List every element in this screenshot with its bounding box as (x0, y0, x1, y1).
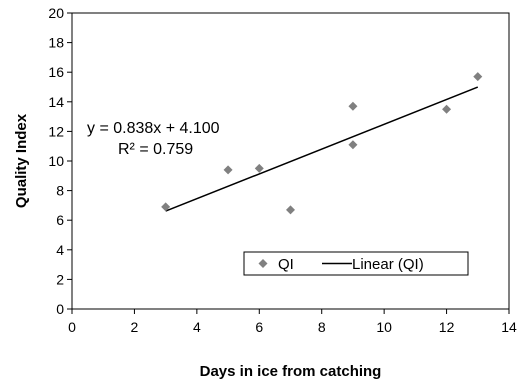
y-tick-label: 16 (48, 64, 64, 80)
y-tick-label: 18 (48, 35, 64, 51)
legend: QI Linear (QI) (243, 251, 469, 276)
x-tick-label: 14 (501, 319, 517, 335)
y-tick-label: 20 (48, 5, 64, 21)
y-axis-title: Quality Index (13, 113, 30, 208)
data-point (473, 72, 483, 82)
legend-marker-diamond-icon (258, 259, 268, 268)
x-tick-label: 10 (376, 319, 392, 335)
data-point (223, 165, 233, 175)
legend-label-linear: Linear (QI) (352, 256, 424, 273)
y-tick-label: 2 (56, 271, 64, 287)
y-axis: 0 2 4 6 8 10 12 14 16 18 20 (48, 5, 72, 317)
y-tick-label: 4 (56, 242, 64, 258)
trendline-r-squared: R² = 0.759 (118, 141, 193, 158)
y-tick-label: 8 (56, 183, 64, 199)
data-point (286, 205, 295, 215)
data-point (442, 104, 452, 114)
x-tick-label: 8 (318, 319, 326, 335)
legend-box (243, 251, 469, 276)
x-axis: 0 2 4 6 8 10 12 14 (68, 309, 517, 335)
x-tick-label: 4 (193, 319, 201, 335)
data-point (348, 140, 358, 150)
x-tick-label: 2 (131, 319, 139, 335)
x-tick-label: 6 (255, 319, 263, 335)
x-tick-label: 12 (439, 319, 455, 335)
trend-line (165, 86, 479, 212)
y-tick-label: 0 (56, 301, 64, 317)
data-point (348, 101, 358, 111)
y-tick-label: 6 (56, 212, 64, 228)
x-axis-title: Days in ice from catching (200, 363, 382, 380)
x-tick-label: 0 (68, 319, 76, 335)
data-points (161, 72, 483, 215)
legend-label-qi: QI (278, 256, 294, 273)
y-tick-label: 12 (48, 123, 64, 139)
trendline-equation: y = 0.838x + 4.100 (87, 120, 220, 137)
data-point (254, 163, 264, 173)
y-tick-label: 10 (48, 153, 64, 169)
data-point (161, 202, 171, 212)
y-tick-label: 14 (48, 94, 64, 110)
